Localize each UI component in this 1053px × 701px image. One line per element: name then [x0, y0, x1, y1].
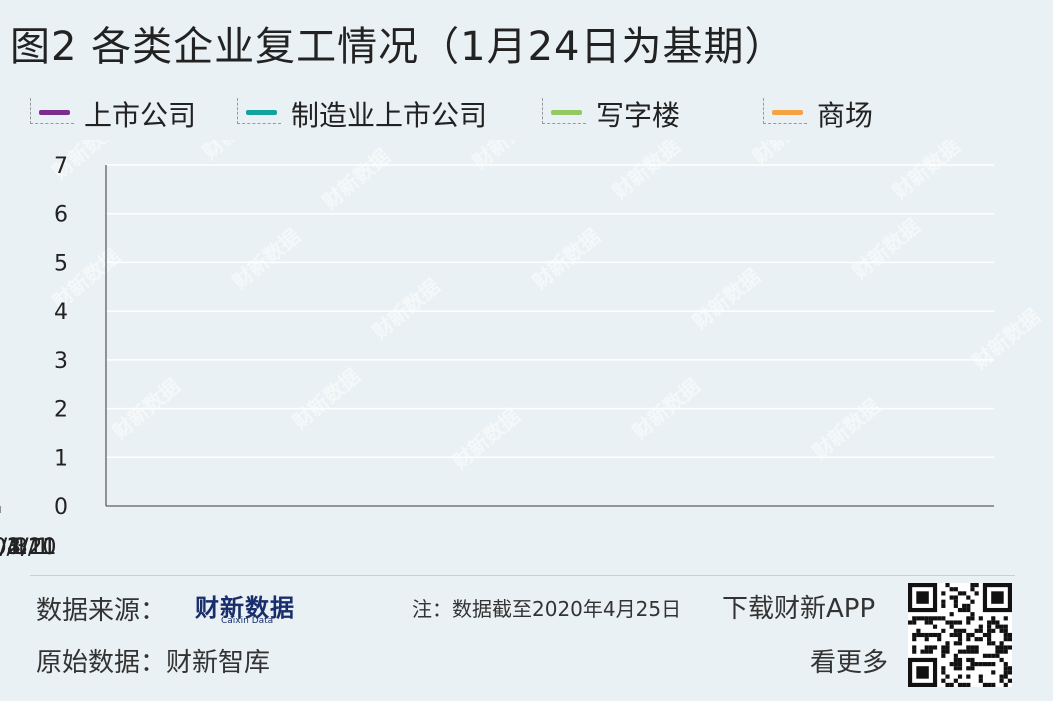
legend-line-listed — [39, 110, 70, 115]
x-tick-label-1: 2020/1/21 — [0, 535, 56, 560]
download-app-text: 下载财新APP — [722, 594, 876, 624]
watermark-15: 财新数据 — [288, 364, 365, 434]
qr-code-icon[interactable] — [908, 583, 1012, 687]
legend-line-office — [551, 110, 582, 115]
chart-title: 图2 各类企业复工情况（1月24日为基期） — [10, 24, 786, 70]
x-tick-label-4: 2020/3/21 — [0, 535, 56, 560]
watermark-8: 财新数据 — [228, 224, 305, 294]
y-tick-label-0: 0 — [54, 495, 68, 520]
x-tick-label-3: 2020/3/1 — [0, 535, 49, 560]
legend-swatch-manufacturing — [237, 98, 281, 124]
watermark-9: 财新数据 — [368, 274, 445, 344]
watermark-12: 财新数据 — [848, 214, 925, 284]
legend-label-listed: 上市公司 — [84, 99, 197, 132]
legend-line-manufacturing — [246, 110, 277, 115]
watermark-11: 财新数据 — [688, 264, 765, 334]
x-tick-label-2: 2020/2/10 — [0, 535, 56, 560]
legend: 上市公司 制造业上市公司 写字楼 商场 — [30, 92, 1030, 132]
footer-divider — [30, 575, 1015, 576]
legend-swatch-mall — [763, 98, 807, 124]
watermark-3: 财新数据 — [468, 140, 545, 174]
y-tick-label-4: 4 — [54, 300, 68, 325]
y-tick-label-1: 1 — [54, 446, 68, 471]
caixin-data-logo: 财新数据 Caixin Data — [195, 588, 305, 628]
watermark-13: 财新数据 — [968, 304, 1045, 374]
brand-name: 财新数据 — [195, 594, 295, 622]
legend-line-mall — [772, 110, 803, 115]
y-tick-label-7: 7 — [54, 154, 68, 179]
x-tick-label-0: 2020/1/1 — [0, 535, 49, 560]
y-tick-label-5: 5 — [54, 251, 68, 276]
legend-swatch-office — [542, 98, 586, 124]
legend-swatch-listed — [30, 98, 74, 124]
watermark-18: 财新数据 — [808, 394, 885, 464]
watermark-10: 财新数据 — [528, 224, 605, 294]
raw-data-label: 原始数据：财新智库 — [36, 648, 271, 678]
legend-label-mall: 商场 — [817, 99, 874, 132]
y-tick-label-3: 3 — [54, 349, 68, 374]
x-tick-label-5: 2020/4/10 — [0, 535, 56, 560]
see-more-text: 看更多 — [810, 648, 889, 678]
watermark-2: 财新数据 — [318, 144, 395, 214]
watermark-6: 财新数据 — [888, 140, 965, 204]
y-tick-label-2: 2 — [54, 398, 68, 423]
legend-label-office: 写字楼 — [596, 99, 681, 132]
brand-sub: Caixin Data — [221, 616, 274, 626]
watermark-16: 财新数据 — [448, 404, 525, 474]
legend-label-manufacturing: 制造业上市公司 — [291, 99, 488, 132]
watermark-1: 财新数据 — [198, 140, 275, 164]
y-tick-label-6: 6 — [54, 203, 68, 228]
source-label: 数据来源： — [36, 596, 167, 626]
watermark-4: 财新数据 — [608, 140, 685, 204]
data-note: 注：数据截至2020年4月25日 — [412, 597, 682, 621]
